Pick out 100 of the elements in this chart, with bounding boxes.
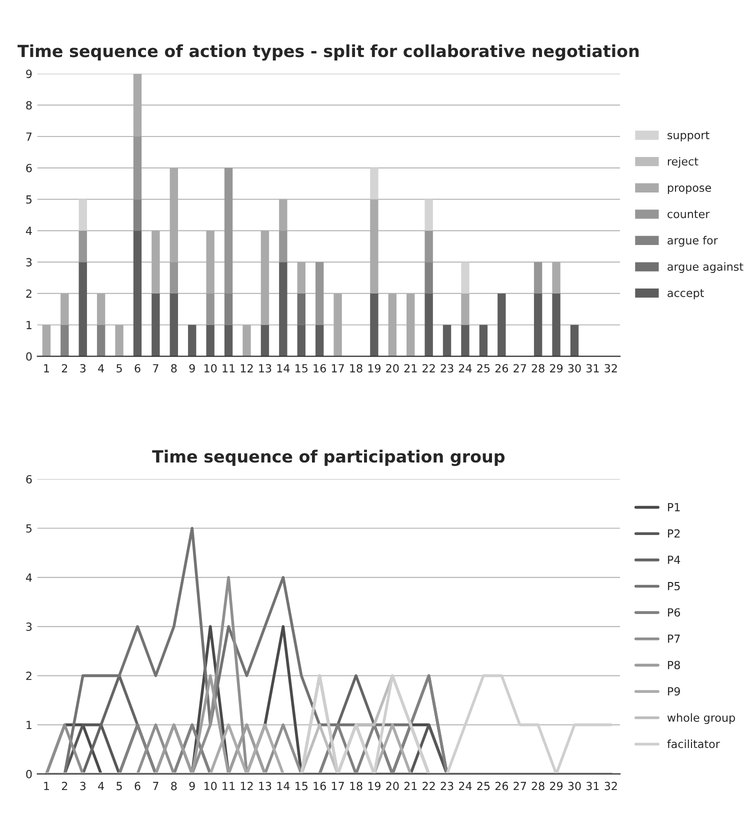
x-tick-label: 25 <box>477 782 490 790</box>
x-tick-label: 7 <box>153 364 158 372</box>
x-tick-label: 17 <box>332 782 344 790</box>
legend-label: P8 <box>668 660 680 670</box>
x-tick-label: 31 <box>586 364 599 373</box>
x-tick-label: 15 <box>296 364 308 373</box>
legend-label: P9 <box>668 687 680 696</box>
x-tick-label: 5 <box>116 782 122 790</box>
y-tick-label: 2 <box>26 289 32 298</box>
legend-label: facilitator <box>667 740 720 748</box>
x-tick-label: 5 <box>116 364 122 373</box>
x-tick-label: 10 <box>204 364 217 373</box>
x-tick-label: 30 <box>568 782 581 790</box>
legend-label: argue against <box>668 262 744 273</box>
legend-label: support <box>668 131 710 142</box>
y-tick-label: 8 <box>26 101 32 110</box>
x-tick-label: 6 <box>134 782 140 790</box>
legend-label: counter <box>668 210 710 218</box>
x-tick-label: 21 <box>404 364 417 372</box>
legend-label: P1 <box>668 503 680 512</box>
x-tick-label: 19 <box>368 782 380 790</box>
x-tick-label: 29 <box>550 782 563 790</box>
x-tick-label: 23 <box>440 782 454 790</box>
x-tick-label: 11 <box>222 782 235 790</box>
x-tick-label: 24 <box>458 364 472 372</box>
x-tick-label: 16 <box>314 782 326 790</box>
y-tick-label: 3 <box>26 258 32 266</box>
x-tick-label: 3 <box>80 364 86 373</box>
chart-title: Time sequence of participation group <box>152 450 505 466</box>
x-tick-label: 16 <box>314 364 326 373</box>
legend-label: P7 <box>668 634 680 643</box>
x-tick-label: 27 <box>514 782 526 790</box>
x-tick-label: 25 <box>477 364 490 373</box>
x-tick-label: 22 <box>422 782 435 790</box>
x-tick-label: 2 <box>62 364 68 372</box>
x-tick-label: 6 <box>134 364 140 373</box>
x-tick-label: 24 <box>458 782 472 790</box>
x-tick-label: 8 <box>171 782 177 790</box>
x-tick-label: 19 <box>368 364 380 373</box>
y-tick-label: 1 <box>26 320 32 330</box>
x-tick-label: 2 <box>62 782 68 790</box>
x-tick-label: 4 <box>98 782 104 790</box>
x-tick-label: 14 <box>277 364 290 372</box>
y-tick-label: 4 <box>26 226 32 235</box>
y-tick-label: 6 <box>26 164 32 172</box>
legend-label: P6 <box>668 608 680 617</box>
x-tick-label: 28 <box>532 782 544 790</box>
y-tick-label: 9 <box>26 70 32 78</box>
x-tick-label: 13 <box>259 782 272 790</box>
x-tick-label: 21 <box>404 782 417 790</box>
y-tick-label: 7 <box>26 132 32 141</box>
y-tick-label: 3 <box>26 622 32 631</box>
y-tick-label: 0 <box>26 352 32 361</box>
legend-label: propose <box>668 186 711 194</box>
x-tick-label: 15 <box>296 782 308 790</box>
x-tick-label: 14 <box>277 782 290 790</box>
y-tick-label: 2 <box>26 672 32 680</box>
x-tick-label: 18 <box>350 364 362 373</box>
legend-label: P5 <box>668 582 680 590</box>
legend-label: accept <box>668 289 704 300</box>
x-tick-label: 32 <box>604 782 617 790</box>
x-tick-label: 1 <box>44 364 49 372</box>
x-tick-label: 13 <box>259 364 272 373</box>
legend-label: P4 <box>668 556 680 564</box>
x-tick-label: 23 <box>440 364 454 373</box>
x-tick-label: 12 <box>240 782 253 790</box>
y-tick-label: 4 <box>26 574 32 582</box>
legend-label: reject <box>668 156 698 168</box>
y-tick-label: 5 <box>26 524 32 533</box>
y-tick-label: 0 <box>26 770 32 778</box>
x-tick-label: 11 <box>222 364 235 372</box>
x-tick-label: 8 <box>171 364 177 373</box>
x-tick-label: 20 <box>386 782 399 790</box>
x-tick-label: 20 <box>386 364 399 373</box>
x-tick-label: 29 <box>550 364 563 373</box>
x-tick-label: 27 <box>514 364 526 372</box>
x-tick-label: 32 <box>604 364 617 373</box>
x-tick-label: 18 <box>350 782 362 790</box>
y-tick-label: 1 <box>26 720 32 730</box>
x-tick-label: 3 <box>80 782 86 790</box>
x-tick-label: 26 <box>495 782 508 790</box>
x-tick-label: 12 <box>240 364 253 372</box>
y-tick-label: 6 <box>26 475 32 484</box>
x-tick-label: 4 <box>98 364 104 372</box>
x-tick-label: 31 <box>586 782 599 790</box>
legend-label: argue for <box>668 236 718 247</box>
x-tick-label: 17 <box>332 364 344 372</box>
legend-label: whole group <box>667 713 735 724</box>
x-tick-label: 22 <box>422 364 435 372</box>
legend-label: P2 <box>668 529 680 538</box>
x-tick-label: 9 <box>189 782 195 790</box>
x-tick-label: 28 <box>532 364 544 373</box>
y-tick-label: 5 <box>26 195 32 204</box>
x-tick-label: 26 <box>495 364 508 373</box>
chart-title: Time sequence of action types - split for collaborative negotiation <box>18 44 639 61</box>
x-tick-label: 1 <box>44 782 49 790</box>
x-tick-label: 9 <box>189 364 195 373</box>
x-tick-label: 30 <box>568 364 581 373</box>
x-tick-label: 10 <box>204 782 217 790</box>
x-tick-label: 7 <box>153 782 158 790</box>
